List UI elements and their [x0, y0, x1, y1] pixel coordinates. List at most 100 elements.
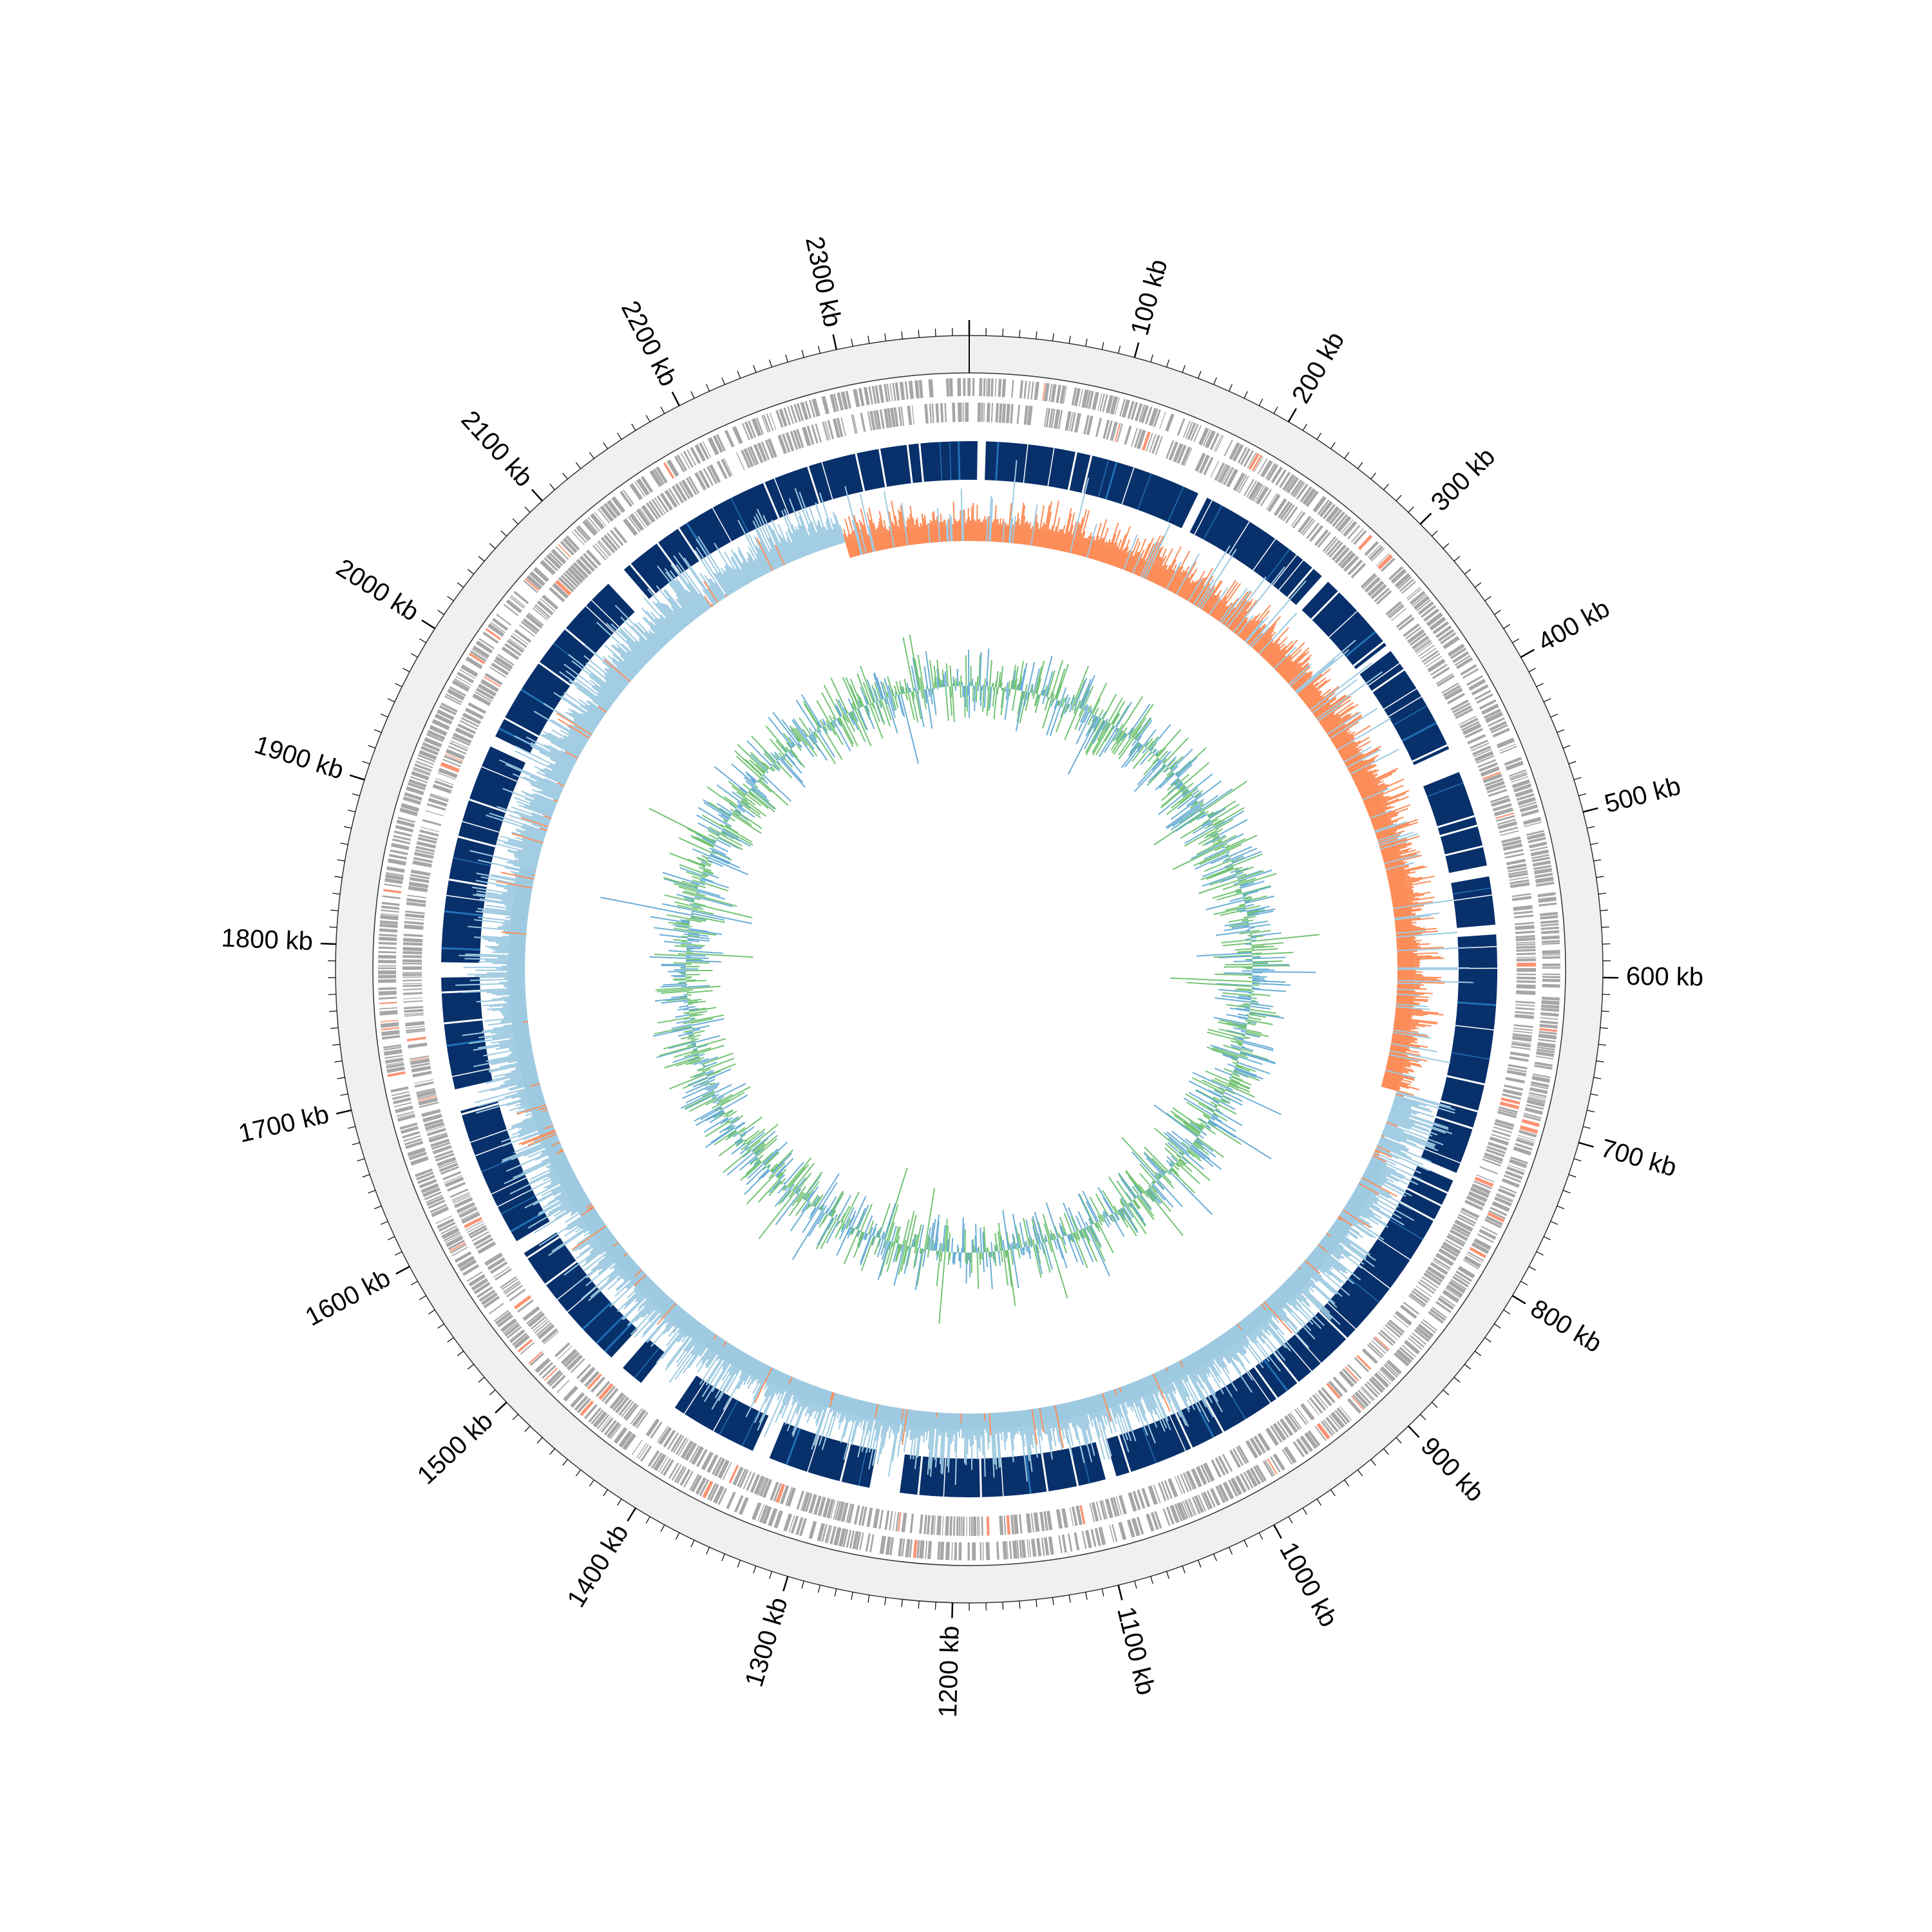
feature-gene	[1510, 1156, 1528, 1164]
feature-gene	[514, 629, 532, 643]
feature-gene	[1187, 422, 1197, 440]
gc-skew-spike	[1240, 613, 1261, 638]
feature-gene	[1142, 431, 1151, 451]
feature-gene	[1499, 1185, 1517, 1194]
feature-gene	[426, 1195, 443, 1204]
gc-content-spike	[982, 1252, 985, 1273]
feature-gene	[702, 441, 712, 458]
feature-gene	[965, 402, 969, 422]
feature-gene	[949, 1516, 952, 1536]
gc-skew-spike	[1211, 580, 1236, 617]
gc-skew-spike	[1009, 518, 1014, 544]
feature-gene	[1341, 519, 1354, 534]
feature-gene	[1063, 386, 1067, 404]
feature-gene	[1513, 1024, 1533, 1028]
feature-gene	[911, 405, 915, 425]
gc-skew-spike	[1057, 529, 1063, 551]
feature-gene	[506, 639, 524, 653]
feature-gene	[455, 676, 472, 686]
gc-skew-spike	[981, 522, 983, 542]
feature-gene	[1144, 406, 1153, 424]
feature-gene	[1502, 1088, 1522, 1097]
feature-gene	[402, 992, 422, 996]
feature-gene	[1039, 1511, 1045, 1531]
gc-skew-spike	[1097, 527, 1109, 561]
feature-gene	[517, 1299, 534, 1313]
gc-content-spike	[1252, 976, 1267, 978]
feature-gene	[1023, 381, 1027, 399]
feature-gene	[477, 1241, 497, 1255]
feature-gene	[1262, 1460, 1274, 1477]
gc-skew-spike	[507, 980, 526, 982]
feature-gene	[1416, 642, 1433, 654]
gc-skew-spike	[1221, 587, 1248, 624]
feature-gene	[734, 1495, 744, 1513]
feature-gene	[1500, 830, 1519, 837]
feature-gene	[558, 1345, 573, 1360]
block-divider	[457, 835, 496, 848]
feature-gene	[381, 1030, 400, 1036]
feature-gene	[699, 1479, 710, 1497]
gc-skew-spike	[1014, 512, 1019, 544]
feature-gene	[384, 1057, 404, 1064]
feature-gene	[588, 1407, 601, 1423]
gc-skew-spike	[1003, 522, 1007, 543]
feature-gene	[388, 853, 408, 860]
feature-gene	[424, 1119, 444, 1127]
gc-content-spike	[998, 1251, 1001, 1266]
feature-gene	[853, 414, 858, 434]
feature-gene	[1485, 712, 1504, 723]
gc-skew-spike	[1216, 605, 1227, 620]
feature-gene	[508, 638, 526, 650]
feature-gene	[736, 452, 745, 471]
feature-gene	[775, 1483, 786, 1503]
gc-content-spike	[1251, 997, 1257, 999]
feature-gene	[1322, 504, 1336, 520]
block-divider	[979, 1458, 982, 1497]
feature-gene	[1511, 896, 1532, 902]
feature-gene	[656, 495, 669, 513]
feature-gene	[785, 432, 795, 451]
gc-skew-spike	[1085, 536, 1093, 558]
feature-gene	[1520, 809, 1539, 817]
feature-gene	[1217, 464, 1227, 482]
feature-gene	[1282, 474, 1295, 491]
feature-gene	[904, 381, 909, 400]
feature-gene	[554, 580, 572, 596]
feature-gene	[500, 1318, 517, 1332]
feature-gene	[1011, 379, 1014, 398]
feature-gene	[612, 1394, 627, 1412]
gc-content-spike	[1213, 1112, 1228, 1122]
gc-skew-spike	[1065, 512, 1075, 553]
block-divider	[1327, 1302, 1356, 1330]
feature-gene	[658, 1426, 672, 1445]
gc-content-spike	[1055, 703, 1068, 733]
feature-gene	[1362, 575, 1378, 590]
gc-skew-spike	[1173, 566, 1190, 594]
feature-gene	[496, 613, 511, 626]
gc-content-spike	[1224, 1068, 1234, 1073]
feature-gene	[1043, 1511, 1048, 1531]
feature-gene	[475, 691, 493, 702]
feature-gene	[1229, 1450, 1241, 1468]
feature-gene	[1529, 1087, 1548, 1094]
feature-gene	[1016, 1540, 1019, 1558]
feature-gene	[1081, 1531, 1087, 1549]
feature-gene	[688, 476, 700, 494]
block-divider	[1378, 1238, 1411, 1260]
gc-skew-spike	[1238, 615, 1257, 638]
feature-gene	[576, 558, 592, 576]
block-divider	[596, 1315, 625, 1344]
feature-gene	[448, 745, 467, 755]
feature-gene	[1376, 590, 1392, 605]
feature-gene	[378, 979, 397, 983]
feature-gene	[1464, 728, 1483, 739]
gc-content-spike	[1102, 694, 1117, 720]
feature-gene	[1503, 1174, 1522, 1183]
feature-gene	[449, 1242, 466, 1252]
feature-gene	[631, 1439, 643, 1455]
feature-gene	[1507, 863, 1527, 870]
feature-gene	[570, 1358, 585, 1374]
feature-gene	[422, 1187, 440, 1197]
feature-gene	[477, 683, 497, 697]
